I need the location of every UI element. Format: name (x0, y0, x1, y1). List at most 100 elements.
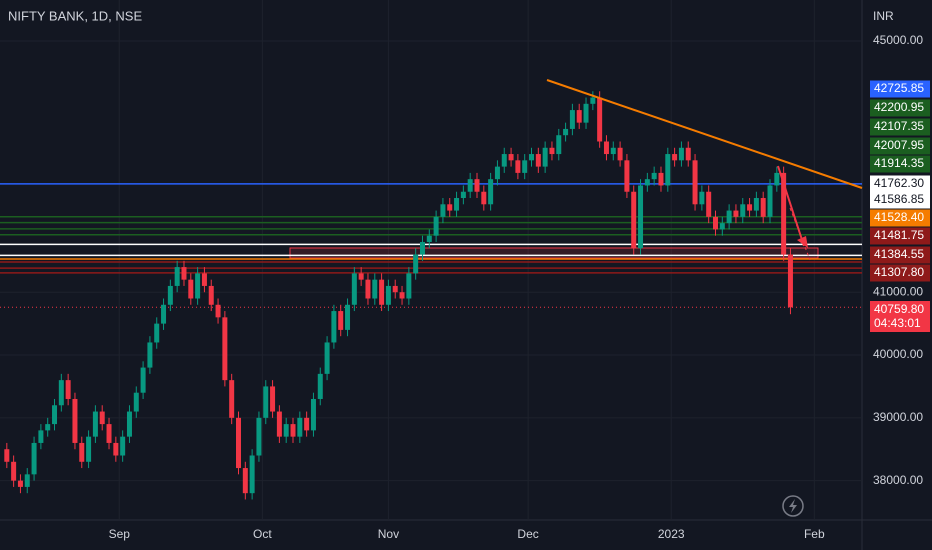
candle-body (331, 311, 337, 343)
candles (4, 91, 793, 500)
candle-body (481, 191, 487, 205)
candle-body (787, 254, 793, 308)
candle-body (270, 386, 276, 412)
candle-body (249, 455, 255, 494)
price-label-bg (870, 209, 930, 227)
candle-body (413, 254, 419, 274)
candle-body (161, 304, 167, 324)
candle-body (72, 398, 78, 443)
candle-body (426, 235, 432, 242)
candle-body (181, 267, 187, 280)
candle-body (338, 311, 344, 330)
candle-body (263, 386, 269, 418)
candle-body (651, 172, 657, 180)
candle-body (106, 424, 112, 443)
candle-body (467, 179, 473, 192)
candle-body (154, 323, 160, 343)
candle-body (726, 210, 732, 224)
candle-body (440, 204, 446, 217)
y-tick-label: 45000.00 (873, 33, 923, 47)
candle-body (712, 216, 718, 230)
candle-body (351, 273, 357, 305)
candle-body (215, 304, 221, 318)
candle-body (515, 160, 521, 173)
candle-body (488, 179, 494, 205)
candle-body (535, 154, 541, 167)
candle-body (385, 285, 391, 305)
candle-body (79, 442, 85, 462)
candle-body (283, 424, 289, 437)
candle-body (474, 179, 480, 192)
candle-body (399, 292, 405, 299)
candle-body (345, 304, 351, 330)
candle-body (447, 204, 453, 211)
price-label: 41384.55 (874, 247, 924, 261)
candle-body (672, 154, 678, 161)
candle-body (17, 480, 23, 487)
currency: INR (873, 9, 894, 23)
candle-body (501, 154, 507, 167)
y-tick-label: 38000.00 (873, 473, 923, 487)
last-price-bg (870, 301, 930, 332)
candle-body (419, 241, 425, 255)
zone-box (289, 247, 819, 259)
candle-body (610, 147, 616, 155)
candle-body (699, 191, 705, 205)
candle-body (324, 342, 330, 374)
candle-body (542, 147, 548, 167)
candle-body (753, 198, 759, 211)
candle-body (297, 417, 303, 437)
chart-title: NIFTY BANK, 1D, NSE (8, 8, 142, 23)
candle-body (529, 154, 535, 161)
price-label: 41914.35 (874, 156, 924, 170)
candle-body (31, 442, 37, 475)
x-tick-label: Sep (109, 527, 131, 541)
candle-body (188, 279, 194, 299)
price-label: 41762.30 (874, 176, 924, 190)
candle-body (644, 179, 650, 186)
candle-body (52, 405, 58, 425)
candle-body (631, 191, 637, 249)
candle-body (685, 147, 691, 161)
candle-body (379, 279, 385, 305)
candle-body (392, 285, 398, 293)
candle-body (597, 97, 603, 142)
candle-body (406, 273, 412, 299)
candle-body (733, 210, 739, 217)
price-label: 41481.75 (874, 228, 924, 242)
candle-body (617, 147, 623, 161)
candle-body (747, 204, 753, 211)
candle-body (65, 380, 71, 399)
x-tick-label: Dec (517, 527, 538, 541)
candle-body (569, 110, 575, 129)
y-tick-label: 39000.00 (873, 410, 923, 424)
candle-body (45, 424, 51, 431)
candle-body (460, 191, 466, 199)
candle-body (665, 154, 671, 186)
x-tick-label: Nov (378, 527, 399, 541)
candle-body (86, 436, 92, 462)
candle-body (290, 424, 296, 437)
x-tick-label: Oct (253, 527, 272, 541)
candle-body (229, 380, 235, 418)
candle-body (719, 223, 725, 230)
last-price-label: 40759.80 (874, 302, 924, 316)
candle-body (372, 279, 378, 299)
candle-body (508, 154, 514, 161)
candle-body (92, 411, 98, 437)
candle-body (113, 442, 119, 456)
levels (0, 183, 862, 308)
price-labels: 42725.85 42200.95 42107.35 42007.95 41914.35… (870, 80, 930, 332)
price-label-bg (870, 137, 930, 155)
price-label-bg (870, 80, 930, 98)
candle-body (678, 147, 684, 161)
candle-body (126, 411, 132, 437)
candle-body (603, 141, 609, 155)
lightning-icon[interactable] (782, 495, 804, 517)
candle-body (140, 367, 146, 393)
candle-body (563, 128, 569, 136)
candle-body (4, 449, 10, 462)
candle-body (120, 436, 126, 456)
trend-line (546, 79, 863, 189)
